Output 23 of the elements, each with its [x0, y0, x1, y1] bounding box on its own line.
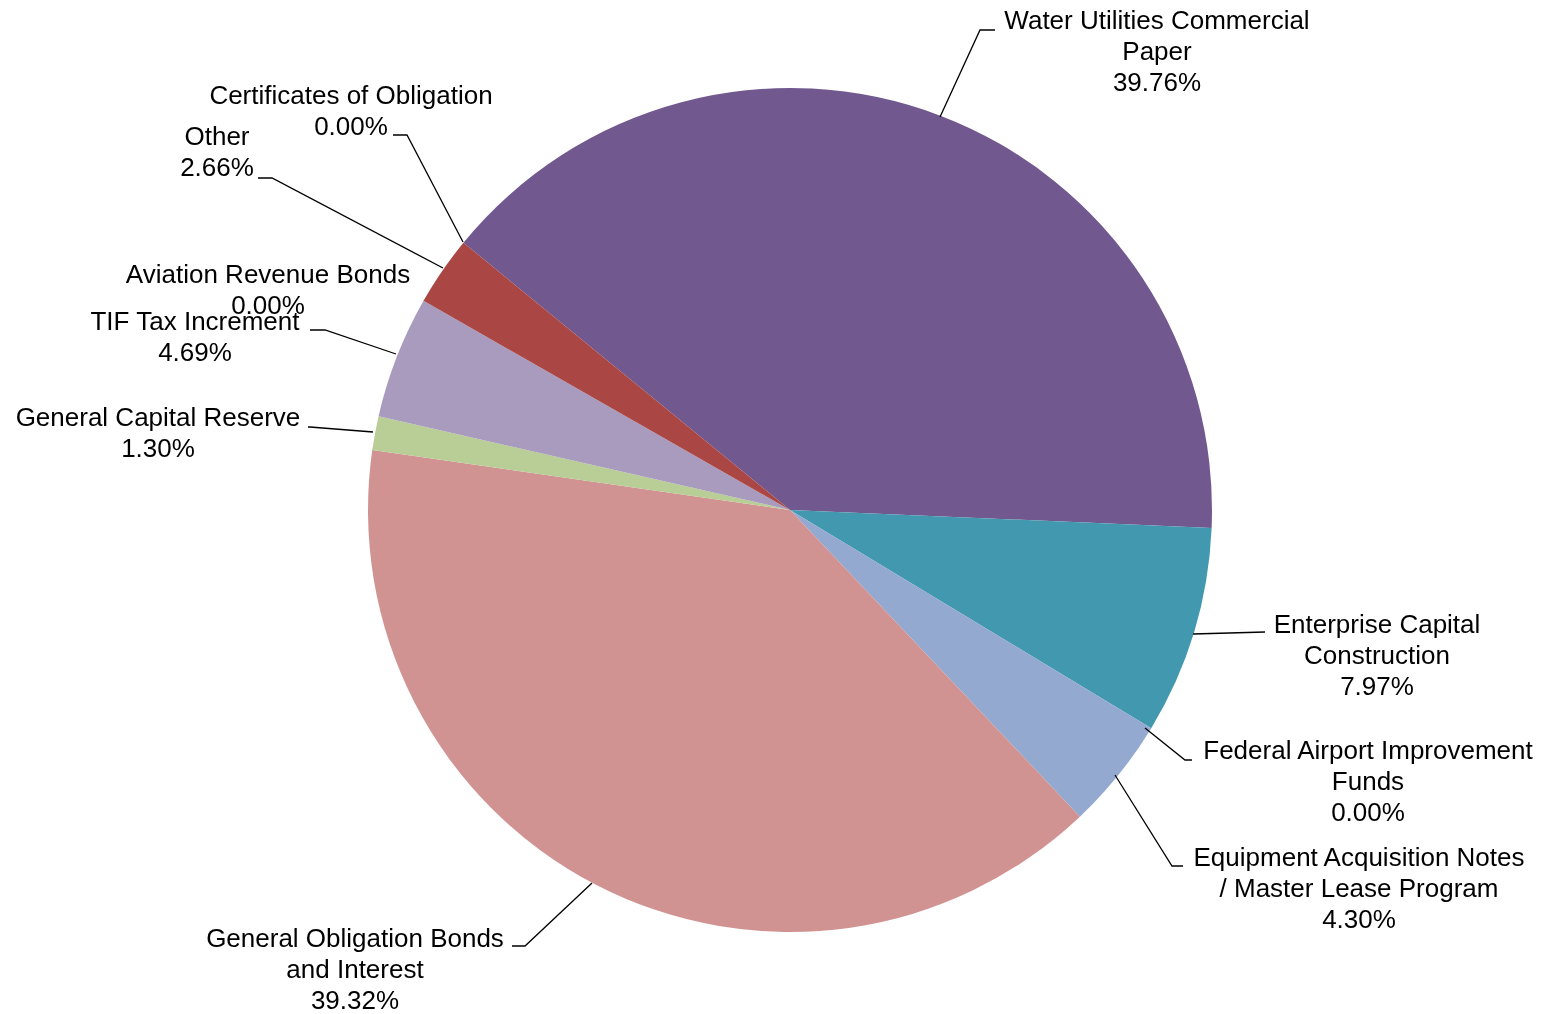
pie-slice	[372, 416, 790, 510]
pie-slice	[790, 510, 1152, 817]
text: 0.00%	[314, 111, 388, 141]
slice-label: General Capital Reserve	[15, 402, 301, 432]
data-label: 2.66%	[180, 152, 254, 182]
slice-label: Equipment Acquisition Notes / Master Lease Program	[1193, 842, 1525, 903]
pie-slice	[790, 510, 1212, 729]
slice-label: Water Utilities Commercial Paper	[1004, 5, 1310, 66]
data-label: 39.32%	[310, 985, 400, 1014]
text: 0.00%	[1331, 797, 1405, 827]
data-label: 39.76%	[1112, 67, 1202, 97]
category-label: Certificates of Obligation	[209, 80, 493, 110]
data-label: 4.30%	[1322, 904, 1396, 934]
data-label: 4.69%	[158, 337, 232, 367]
slice-label: Enterprise Capital Construction	[1273, 609, 1481, 670]
slice-label: Other	[184, 121, 250, 151]
pie-slice	[423, 242, 790, 510]
slice-label: General Obligation Bonds and Interest	[206, 923, 504, 984]
category-label: Aviation Revenue Bonds	[125, 259, 411, 289]
data-label: 1.30%	[121, 433, 195, 463]
pie-slice	[378, 300, 790, 510]
legend-label: Federal Airport Improvement Funds	[1203, 735, 1534, 796]
data-label: 7.97%	[1340, 671, 1414, 701]
